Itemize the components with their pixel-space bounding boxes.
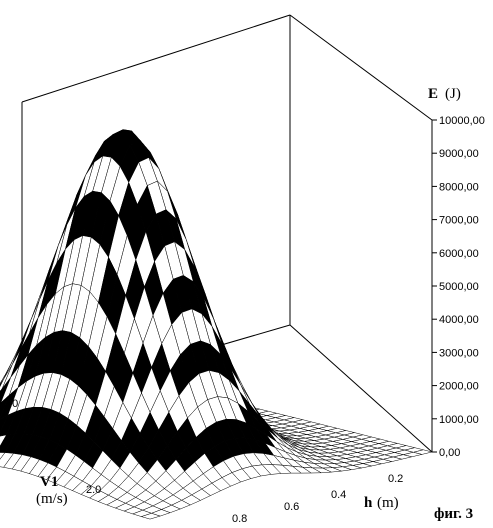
z-tick-label: 8000,00 [439, 181, 479, 193]
surface-cell [140, 513, 161, 520]
x-tick-label: 0.4 [331, 489, 346, 501]
y-tick-label: 2.0 [86, 484, 101, 496]
z-tick-label: 2000,00 [439, 381, 479, 393]
z-tick-label: 9000,00 [439, 148, 479, 160]
x-axis: 0.2 0.4 0.6 0.8 h (m) [232, 473, 403, 525]
z-tick-label: 7000,00 [439, 215, 479, 227]
z-axis-name: E [428, 86, 438, 102]
z-tick-label: 1000,00 [439, 414, 479, 426]
z-tick-label: 0,00 [439, 447, 460, 459]
z-tick-label: 3000,00 [439, 347, 479, 359]
z-axis-unit: (J) [445, 86, 461, 102]
y-axis: 0.0 1.0 2.0 V1 (m/s) [3, 398, 101, 507]
z-axis: 0,00 1000,00 2000,00 3000,00 4000,00 5000,00 6… [428, 86, 485, 459]
z-tick-label: 4000,00 [439, 314, 479, 326]
y-axis-name: V1 [40, 474, 58, 490]
y-axis-unit: (m/s) [36, 491, 68, 507]
x-tick-label: 0.6 [284, 501, 299, 513]
z-tick-label: 10000,00 [439, 115, 485, 127]
x-tick-label: 0.2 [388, 473, 403, 485]
x-axis-unit: (m) [377, 495, 399, 511]
x-axis-name: h [364, 495, 373, 511]
y-tick-label: 1.0 [40, 445, 55, 457]
figure-caption: фиг. 3 [434, 506, 473, 522]
y-tick-label: 0.0 [3, 398, 18, 410]
z-tick-label: 6000,00 [439, 248, 479, 260]
surface-mesh [0, 129, 433, 520]
x-tick-label: 0.8 [232, 513, 247, 525]
z-tick-label: 5000,00 [439, 281, 479, 293]
